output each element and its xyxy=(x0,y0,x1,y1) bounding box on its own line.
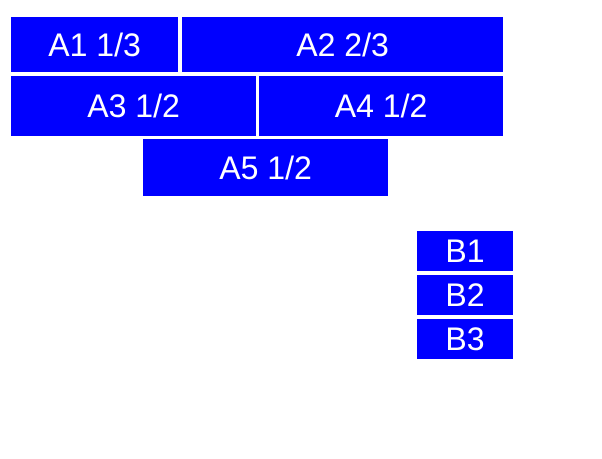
box-a5: A5 1/2 xyxy=(143,139,388,196)
box-a1: A1 1/3 xyxy=(11,17,178,72)
box-a4: A4 1/2 xyxy=(259,76,503,136)
box-a3: A3 1/2 xyxy=(11,76,256,136)
box-b2: B2 xyxy=(417,275,513,315)
box-a2: A2 2/3 xyxy=(182,17,503,72)
box-b3: B3 xyxy=(417,319,513,359)
box-b1: B1 xyxy=(417,231,513,271)
